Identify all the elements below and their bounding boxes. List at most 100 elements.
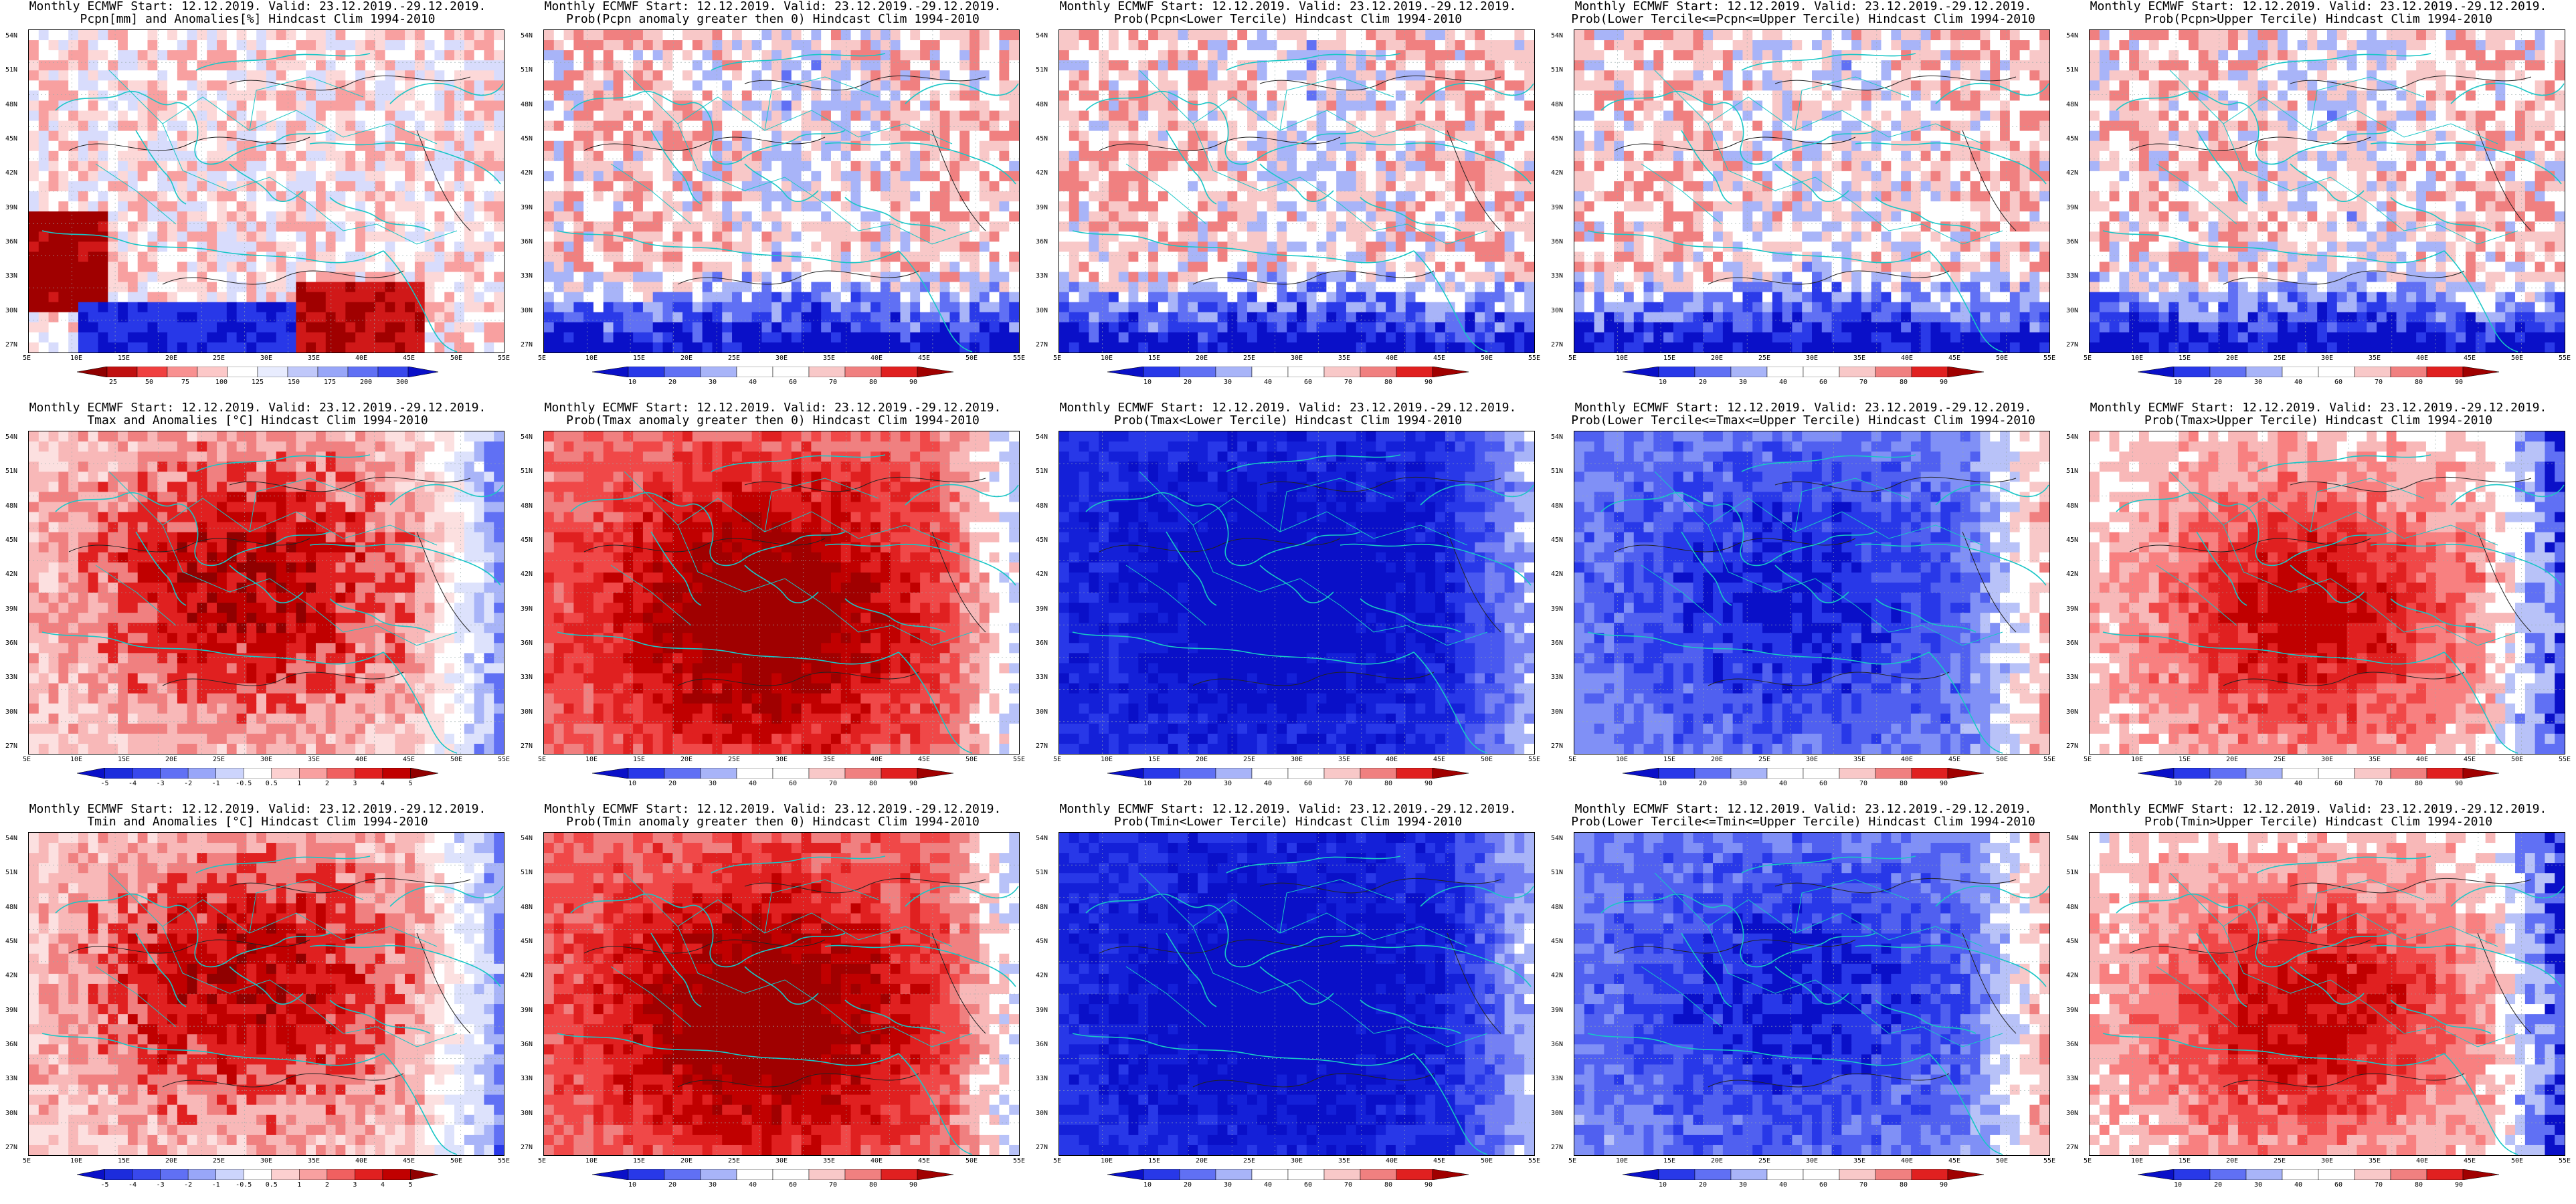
field-cell xyxy=(1089,252,1099,263)
field-cell xyxy=(1138,120,1149,132)
field-cell xyxy=(345,191,356,202)
contour-line xyxy=(677,270,919,285)
field-cell xyxy=(1772,50,1783,61)
field-cell xyxy=(395,191,405,202)
field-cell xyxy=(1316,292,1327,303)
field-cell xyxy=(732,342,743,353)
field-cell xyxy=(1475,181,1485,192)
field-cell xyxy=(1326,302,1337,313)
field-cell xyxy=(791,150,802,162)
field-cell xyxy=(365,332,376,343)
field-cell xyxy=(970,90,980,102)
field-cell xyxy=(672,60,683,71)
field-cell xyxy=(1376,221,1386,232)
field-cell xyxy=(920,211,931,222)
field-cell xyxy=(900,110,911,122)
field-cell xyxy=(167,90,178,102)
field-cell xyxy=(1099,130,1109,142)
field-cell xyxy=(1336,100,1347,112)
field-cell xyxy=(1366,120,1376,132)
field-cell xyxy=(672,332,683,343)
field-cell xyxy=(395,161,405,172)
field-cell xyxy=(1356,342,1367,353)
field-cell xyxy=(652,120,664,132)
field-cell xyxy=(1059,161,1070,172)
field-cell xyxy=(860,150,871,162)
field-cell xyxy=(1494,130,1505,142)
field-cell xyxy=(137,211,149,222)
field-cell xyxy=(603,140,614,152)
field-cell xyxy=(405,292,416,303)
field-cell xyxy=(1079,312,1089,323)
field-cell xyxy=(335,312,346,323)
field-cell xyxy=(454,130,465,142)
field-cell xyxy=(1465,171,1475,182)
field-cell xyxy=(613,252,624,263)
field-cell xyxy=(236,252,248,263)
field-cell xyxy=(484,191,494,202)
field-cell xyxy=(414,90,426,102)
field-cell xyxy=(751,211,763,222)
field-cell xyxy=(177,60,188,71)
field-cell xyxy=(1732,40,1744,51)
field-cell xyxy=(1455,50,1466,61)
field-cell xyxy=(593,262,604,273)
field-cell xyxy=(1306,332,1317,343)
field-cell xyxy=(1802,30,1813,41)
field-cell xyxy=(1168,312,1179,323)
field-cell xyxy=(1079,181,1089,192)
field-cell xyxy=(118,60,128,71)
field-cell xyxy=(791,161,802,172)
field-cell xyxy=(642,50,654,61)
field-cell xyxy=(1405,100,1416,112)
field-cell xyxy=(1306,282,1317,293)
field-cell xyxy=(939,150,951,162)
field-cell xyxy=(771,302,782,313)
field-cell xyxy=(1128,252,1139,263)
field-cell xyxy=(1099,120,1109,132)
field-cell xyxy=(979,322,990,333)
field-cell xyxy=(1831,40,1842,51)
field-cell xyxy=(929,211,941,222)
field-cell xyxy=(662,252,673,263)
field-cell xyxy=(880,100,891,112)
field-cell xyxy=(1504,110,1515,122)
field-cell xyxy=(167,181,178,192)
field-cell xyxy=(38,312,50,323)
field-cell xyxy=(127,181,139,192)
field-cell xyxy=(939,342,951,353)
field-cell xyxy=(722,130,733,142)
field-cell xyxy=(444,241,455,252)
field-cell xyxy=(741,30,753,41)
field-cell xyxy=(900,332,911,343)
field-cell xyxy=(454,60,465,71)
field-cell xyxy=(1435,171,1446,182)
field-cell xyxy=(682,60,693,71)
contour-line xyxy=(1259,75,1501,91)
field-cell xyxy=(1386,80,1396,91)
field-cell xyxy=(38,221,50,232)
field-cell xyxy=(1009,70,1019,81)
field-cell xyxy=(781,241,792,252)
field-cell xyxy=(385,40,395,51)
field-cell xyxy=(108,40,118,51)
field-cell xyxy=(38,302,50,313)
field-cell xyxy=(286,211,296,222)
field-cell xyxy=(979,241,990,252)
field-cell xyxy=(1346,30,1357,41)
field-cell xyxy=(58,40,69,51)
field-cell xyxy=(306,161,316,172)
field-cell xyxy=(929,70,941,81)
field-cell xyxy=(553,211,565,222)
field-cell xyxy=(276,100,287,112)
field-cell xyxy=(286,342,296,353)
field-cell xyxy=(405,252,416,263)
field-cell xyxy=(910,302,921,313)
field-cell xyxy=(1089,130,1099,142)
field-cell xyxy=(375,262,386,273)
field-cell xyxy=(454,231,465,242)
field-cell xyxy=(1138,191,1149,202)
field-cell xyxy=(1326,90,1337,102)
field-cell xyxy=(791,332,802,343)
field-cell xyxy=(959,30,970,41)
